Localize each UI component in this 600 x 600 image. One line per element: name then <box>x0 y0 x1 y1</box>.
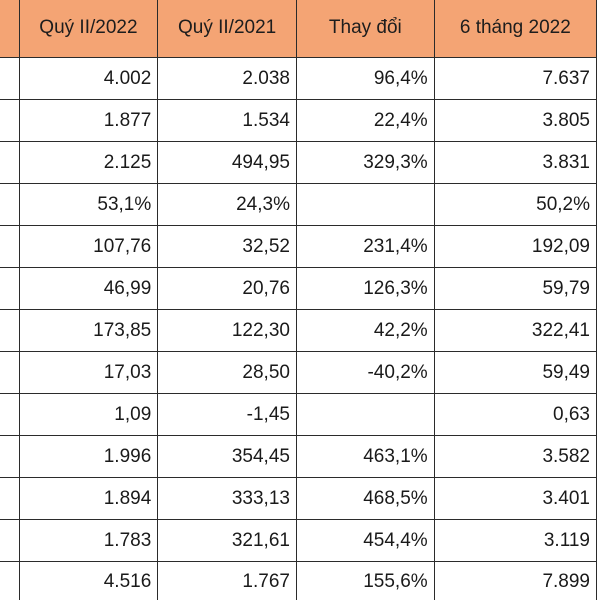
table-row: 1.783 321,61 454,4% 3.119 <box>0 519 598 562</box>
change-cell <box>295 183 435 226</box>
row-label-cell <box>0 99 20 142</box>
q2-2022-cell: 173,85 <box>18 309 159 352</box>
header-6-months-2022: 6 tháng 2022 <box>433 0 598 58</box>
table-row: 4.516 1.767 155,6% 7.899 <box>0 561 598 600</box>
row-label-cell <box>0 477 20 520</box>
six-months-2022-cell: 192,09 <box>433 225 598 268</box>
q2-2021-cell: 354,45 <box>157 435 297 478</box>
q2-2021-cell: 1.767 <box>157 561 297 600</box>
six-months-2022-cell: 7.899 <box>433 561 598 600</box>
row-label-cell <box>0 225 20 268</box>
q2-2022-cell: 4.002 <box>18 57 159 100</box>
row-label-cell <box>0 267 20 310</box>
q2-2022-cell: 1.996 <box>18 435 159 478</box>
six-months-2022-cell: 7.637 <box>433 57 598 100</box>
table-row: 2.125 494,95 329,3% 3.831 <box>0 141 598 184</box>
q2-2022-cell: 1.894 <box>18 477 159 520</box>
q2-2021-cell: 2.038 <box>157 57 297 100</box>
header-change: Thay đổi <box>295 0 435 58</box>
table-row: 1.894 333,13 468,5% 3.401 <box>0 477 598 520</box>
row-label-cell <box>0 393 20 436</box>
six-months-2022-cell: 3.805 <box>433 99 598 142</box>
header-row: Quý II/2022 Quý II/2021 Thay đổi 6 tháng 20… <box>0 0 598 58</box>
header-q2-2021: Quý II/2021 <box>157 0 297 58</box>
six-months-2022-cell: 322,41 <box>433 309 598 352</box>
six-months-2022-cell: 3.582 <box>433 435 598 478</box>
table-row: 53,1% 24,3% 50,2% <box>0 183 598 226</box>
table-row: 107,76 32,52 231,4% 192,09 <box>0 225 598 268</box>
q2-2021-cell: 122,30 <box>157 309 297 352</box>
six-months-2022-cell: 3.401 <box>433 477 598 520</box>
q2-2021-cell: 32,52 <box>157 225 297 268</box>
table-row: 173,85 122,30 42,2% 322,41 <box>0 309 598 352</box>
q2-2021-cell: 494,95 <box>157 141 297 184</box>
six-months-2022-cell: 3.831 <box>433 141 598 184</box>
header-label-cell <box>0 0 20 58</box>
q2-2021-cell: 1.534 <box>157 99 297 142</box>
change-cell: 96,4% <box>295 57 435 100</box>
change-cell: 155,6% <box>295 561 435 600</box>
six-months-2022-cell: 0,63 <box>433 393 598 436</box>
row-label-cell <box>0 561 20 600</box>
header-q2-2022: Quý II/2022 <box>18 0 159 58</box>
q2-2022-cell: 2.125 <box>18 141 159 184</box>
q2-2022-cell: 1.877 <box>18 99 159 142</box>
table-body: 4.002 2.038 96,4% 7.637 1.877 1.534 22,4% 3.805… <box>0 57 598 600</box>
row-label-cell <box>0 57 20 100</box>
q2-2022-cell: 1.783 <box>18 519 159 562</box>
change-cell: 126,3% <box>295 267 435 310</box>
table-row: 1.996 354,45 463,1% 3.582 <box>0 435 598 478</box>
q2-2021-cell: 321,61 <box>157 519 297 562</box>
q2-2021-cell: 333,13 <box>157 477 297 520</box>
six-months-2022-cell: 59,79 <box>433 267 598 310</box>
row-label-cell <box>0 183 20 226</box>
table-row: 1.877 1.534 22,4% 3.805 <box>0 99 598 142</box>
change-cell: 463,1% <box>295 435 435 478</box>
table-row: 1,09 -1,45 0,63 <box>0 393 598 436</box>
row-label-cell <box>0 435 20 478</box>
q2-2021-cell: 28,50 <box>157 351 297 394</box>
six-months-2022-cell: 50,2% <box>433 183 598 226</box>
change-cell: 329,3% <box>295 141 435 184</box>
q2-2021-cell: 24,3% <box>157 183 297 226</box>
six-months-2022-cell: 59,49 <box>433 351 598 394</box>
q2-2021-cell: -1,45 <box>157 393 297 436</box>
change-cell <box>295 393 435 436</box>
q2-2022-cell: 53,1% <box>18 183 159 226</box>
change-cell: -40,2% <box>295 351 435 394</box>
table-row: 46,99 20,76 126,3% 59,79 <box>0 267 598 310</box>
row-label-cell <box>0 351 20 394</box>
change-cell: 42,2% <box>295 309 435 352</box>
six-months-2022-cell: 3.119 <box>433 519 598 562</box>
q2-2022-cell: 107,76 <box>18 225 159 268</box>
row-label-cell <box>0 309 20 352</box>
change-cell: 22,4% <box>295 99 435 142</box>
q2-2022-cell: 17,03 <box>18 351 159 394</box>
q2-2022-cell: 1,09 <box>18 393 159 436</box>
change-cell: 454,4% <box>295 519 435 562</box>
table-row: 17,03 28,50 -40,2% 59,49 <box>0 351 598 394</box>
q2-2021-cell: 20,76 <box>157 267 297 310</box>
row-label-cell <box>0 519 20 562</box>
q2-2022-cell: 4.516 <box>18 561 159 600</box>
change-cell: 231,4% <box>295 225 435 268</box>
q2-2022-cell: 46,99 <box>18 267 159 310</box>
row-label-cell <box>0 141 20 184</box>
table-row: 4.002 2.038 96,4% 7.637 <box>0 57 598 100</box>
change-cell: 468,5% <box>295 477 435 520</box>
